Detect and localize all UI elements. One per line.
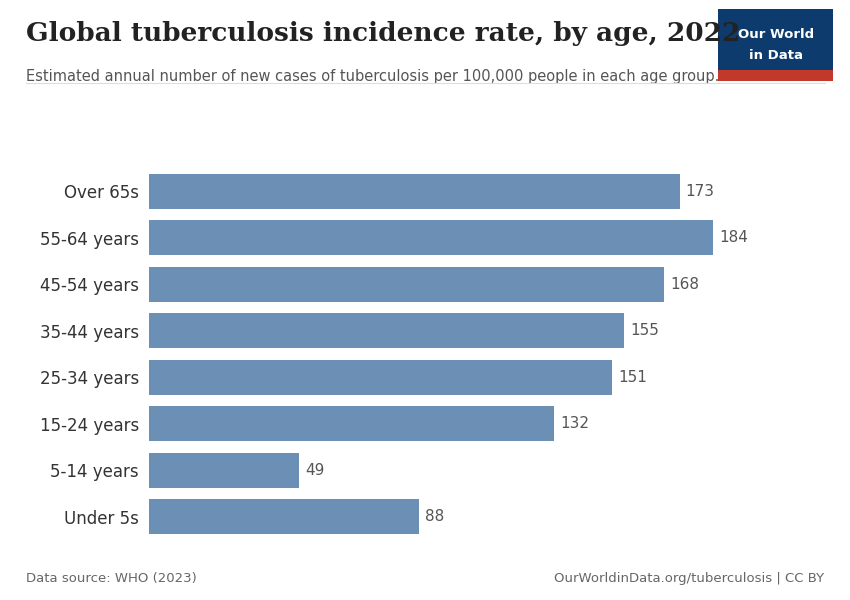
Text: 155: 155 — [631, 323, 660, 338]
Text: 151: 151 — [618, 370, 647, 385]
Text: in Data: in Data — [749, 49, 802, 62]
Bar — [718, 70, 833, 81]
Text: OurWorldinData.org/tuberculosis | CC BY: OurWorldinData.org/tuberculosis | CC BY — [554, 572, 824, 585]
Text: Estimated annual number of new cases of tuberculosis per 100,000 people in each : Estimated annual number of new cases of … — [26, 69, 719, 84]
Text: 168: 168 — [671, 277, 700, 292]
Bar — [149, 220, 713, 255]
Text: 132: 132 — [560, 416, 589, 431]
Text: Our World: Our World — [738, 28, 813, 41]
Bar — [149, 174, 679, 209]
Bar — [149, 360, 612, 395]
Text: 88: 88 — [425, 509, 445, 524]
Text: Data source: WHO (2023): Data source: WHO (2023) — [26, 572, 196, 585]
Bar — [149, 453, 299, 488]
Bar — [149, 313, 625, 348]
Bar — [149, 406, 553, 441]
Text: Global tuberculosis incidence rate, by age, 2022: Global tuberculosis incidence rate, by a… — [26, 21, 740, 46]
Text: 49: 49 — [305, 463, 325, 478]
Bar — [149, 267, 664, 302]
Text: 184: 184 — [719, 230, 748, 245]
Text: 173: 173 — [686, 184, 715, 199]
Bar — [149, 499, 419, 534]
